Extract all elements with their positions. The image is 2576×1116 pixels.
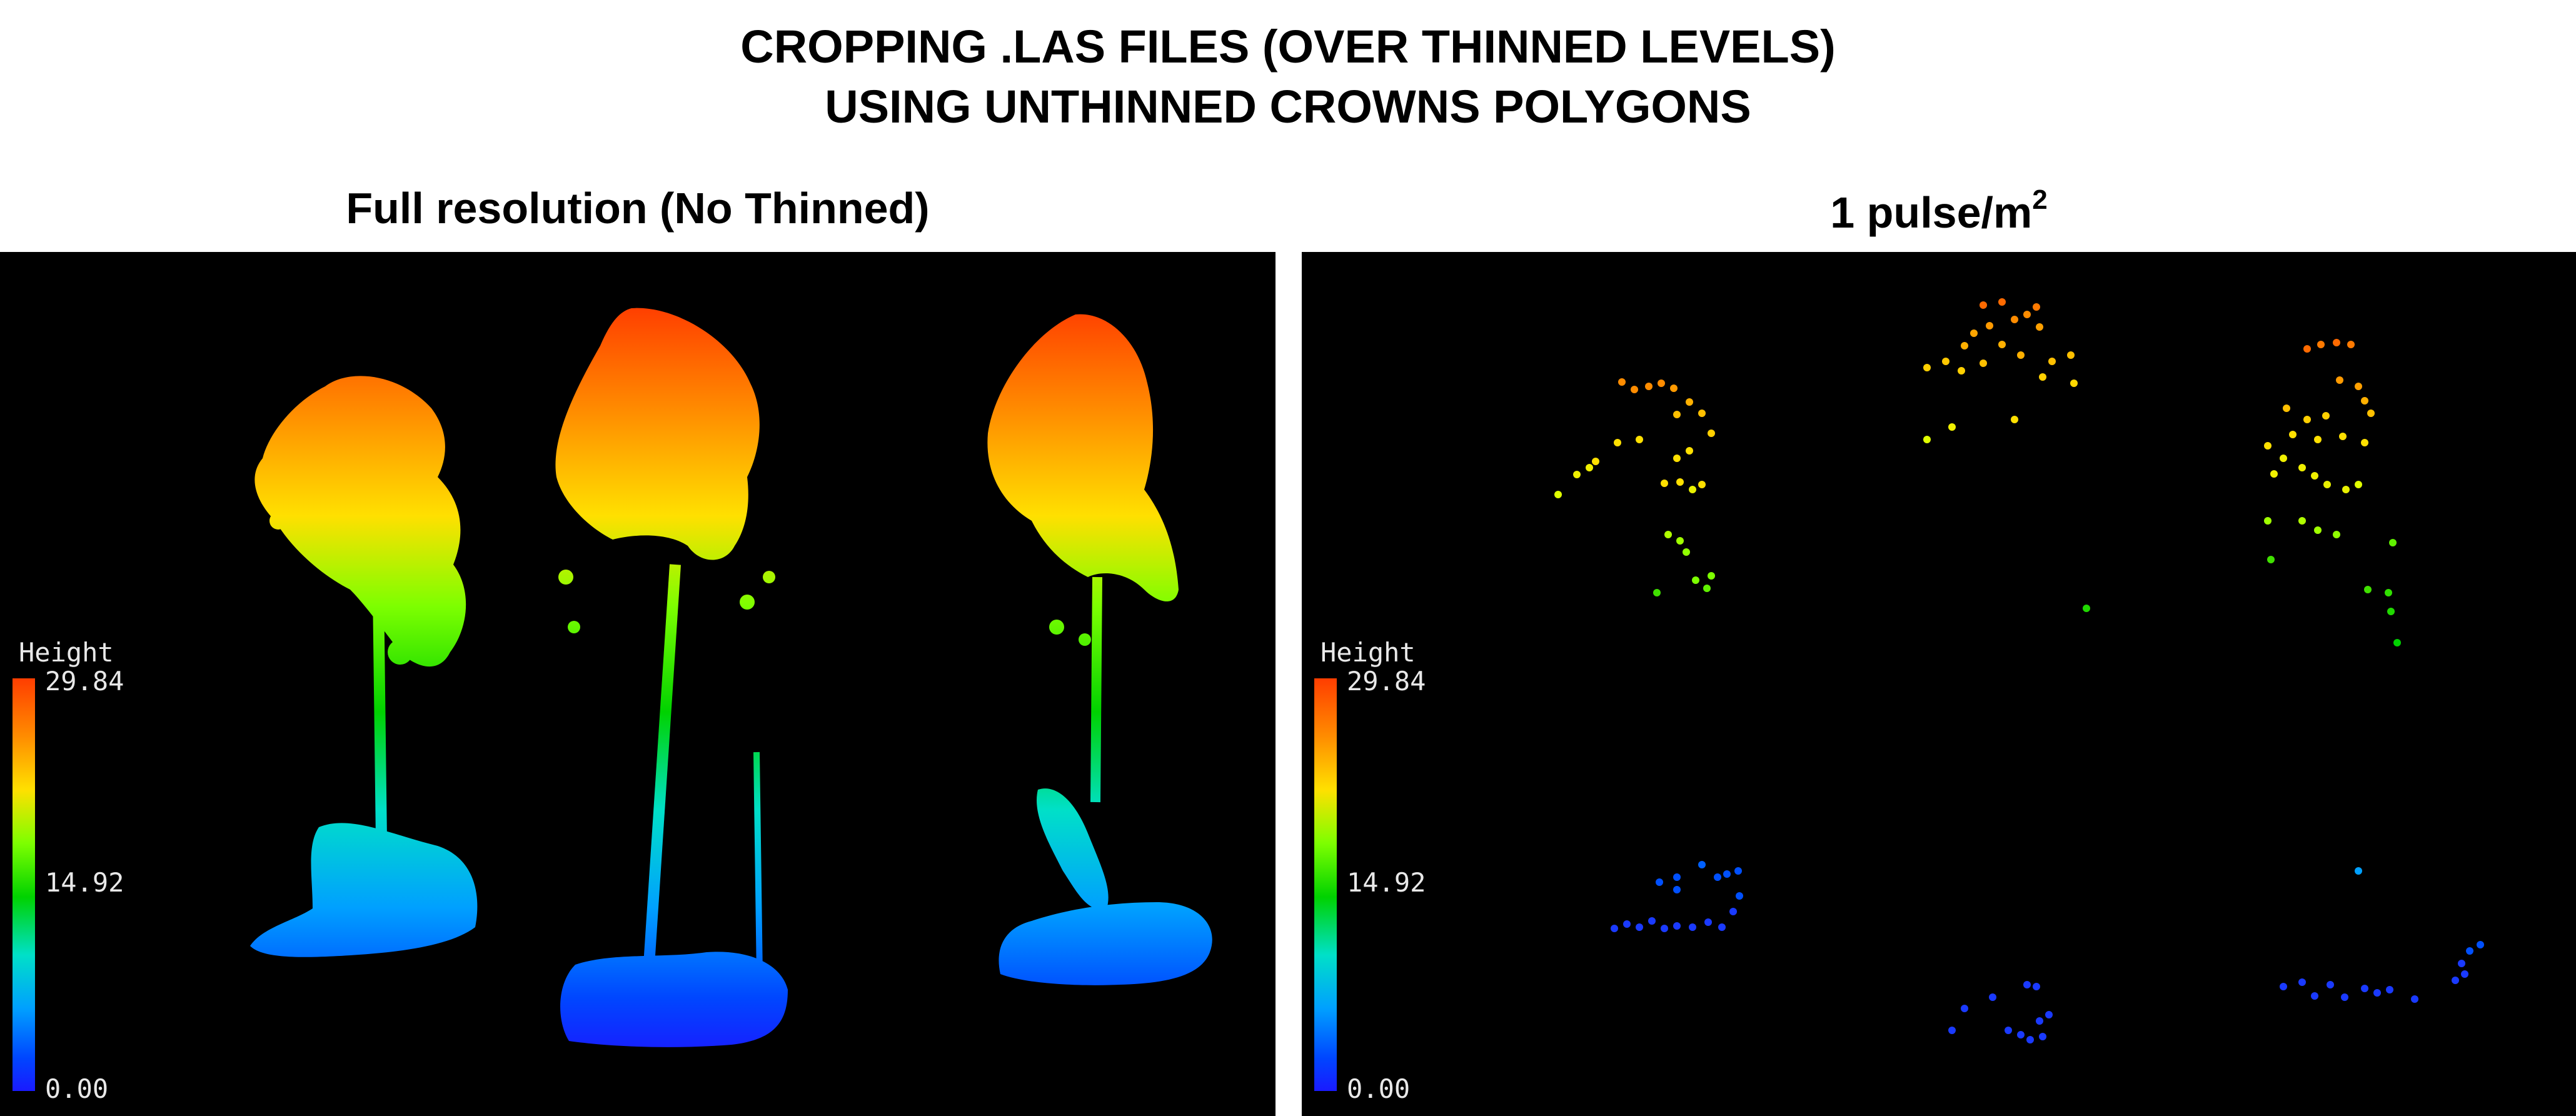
height-legend-title: Height bbox=[19, 637, 114, 668]
tree-2-sparse-points bbox=[1923, 298, 2090, 1043]
height-legend-mid: 14.92 bbox=[1347, 867, 1426, 898]
tree-2-points bbox=[555, 308, 788, 1047]
figure-title-line-2: USING UNTHINNED CROWNS POLYGONS bbox=[825, 81, 1751, 133]
full-resolution-point-cloud-view: Height 29.84 14.92 0.00 bbox=[0, 252, 1275, 1116]
height-color-scale-bar bbox=[1314, 678, 1337, 1091]
height-legend-title: Height bbox=[1321, 637, 1416, 668]
height-legend-min: 0.00 bbox=[1347, 1073, 1411, 1104]
right-panel-title-superscript: 2 bbox=[2032, 184, 2048, 215]
height-legend-min: 0.00 bbox=[45, 1073, 109, 1104]
height-legend-max: 29.84 bbox=[45, 666, 124, 696]
height-color-scale-bar bbox=[13, 678, 35, 1091]
figure-title-line-1: CROPPING .LAS FILES (OVER THINNED LEVELS… bbox=[740, 21, 1836, 73]
height-legend-max: 29.84 bbox=[1347, 666, 1426, 696]
right-panel-title-main: 1 pulse/m bbox=[1830, 188, 2033, 237]
left-panel-title: Full resolution (No Thinned) bbox=[346, 184, 930, 233]
height-legend-mid: 14.92 bbox=[45, 867, 124, 898]
tree-1-points bbox=[250, 376, 478, 957]
thinned-point-cloud-view: Height 29.84 14.92 0.00 bbox=[1302, 252, 2576, 1116]
tree-3-points bbox=[987, 314, 1212, 985]
right-panel-title: 1 pulse/m2 bbox=[1302, 184, 2576, 237]
sparse-point-cloud-image bbox=[1554, 298, 2484, 1043]
dense-point-cloud-image bbox=[250, 308, 1212, 1047]
tree-3-sparse-points bbox=[2264, 339, 2484, 1003]
tree-1-sparse-points bbox=[1554, 378, 1743, 932]
